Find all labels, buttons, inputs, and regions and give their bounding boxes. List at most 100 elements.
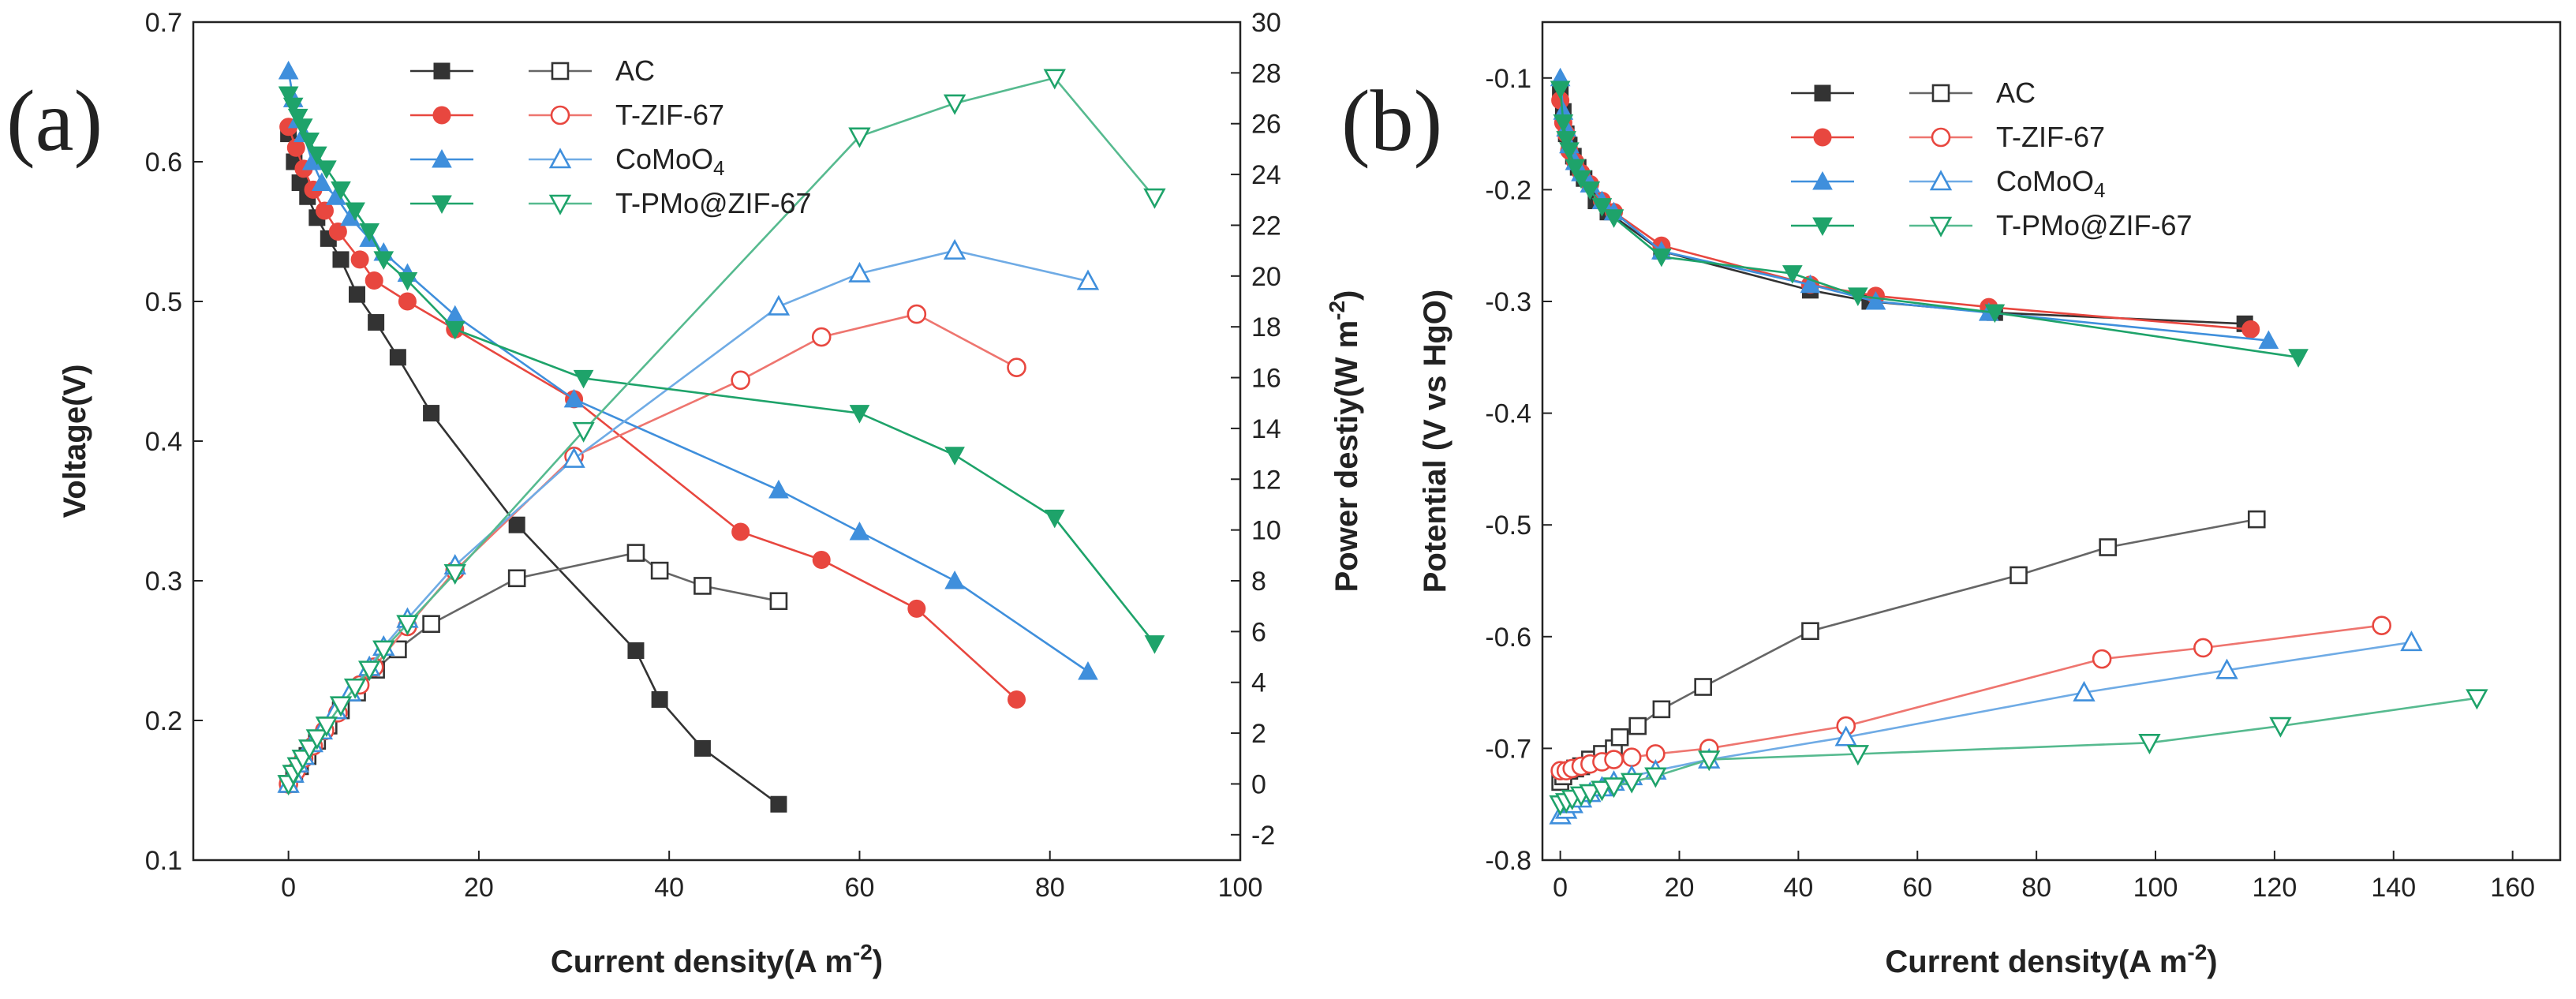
- panel-b-y-tick-label: -0.3: [1485, 287, 1531, 317]
- panel-a-y2-tick-label: -2: [1251, 821, 1275, 851]
- legend-t-pmo-zif-67-text: T-PMo@ZIF-67: [615, 187, 812, 219]
- panel-a-ac-power-point: [650, 561, 669, 580]
- panel-a-y2-tick-label: 26: [1251, 110, 1281, 140]
- panel-a-t-pmo-zif-67-power-point: [943, 94, 966, 115]
- panel-b-t-pmo-zif-67-cathode-point: [2466, 689, 2488, 710]
- panel-b-t-pmo-zif-67-cathode-point: [1698, 750, 1721, 772]
- panel-b-t-zif-67-cathode-point: [1604, 750, 1624, 769]
- legend-ac-filled-marker: [433, 62, 451, 80]
- panel-a-y2-tick-label: 30: [1251, 8, 1281, 38]
- panel-a-t-pmo-zif-67-voltage-point: [282, 97, 304, 117]
- panel-a-t-pmo-zif-67-voltage-point: [444, 320, 465, 340]
- panel-b-t-zif-67-cathode-point: [1621, 747, 1642, 768]
- panel-a-frame: [192, 21, 1242, 862]
- legend-t-pmo-zif-67-open-marker: [548, 194, 572, 215]
- panel-a-t-zif-67-voltage-point: [315, 201, 334, 220]
- panel-a-y2-tick-label: 14: [1251, 414, 1281, 444]
- panel-a-y2-tick-label: 12: [1251, 465, 1281, 495]
- panel-a-t-pmo-zif-67-power-point: [329, 696, 353, 717]
- legend-ac-open-marker: [1931, 84, 1950, 103]
- panel-a-x-tick-label: 40: [654, 873, 684, 903]
- legend-t-zif-67-text: T-ZIF-67: [1996, 121, 2105, 153]
- legend-t-zif-67-open-marker: [1931, 127, 1951, 148]
- panel-b-x-tick-label: 120: [2253, 873, 2297, 903]
- panel-b-comoo-anode-point: [1800, 274, 1821, 294]
- panel-b-ac-cathode-point: [2099, 538, 2117, 556]
- panel-b-comoo-anode-point: [1865, 290, 1886, 310]
- panel-b-t-pmo-zif-67-anode-point: [1550, 80, 1571, 100]
- panel-a-ac-voltage-line: [287, 133, 780, 806]
- legend-comoo-filled-marker: [1812, 170, 1833, 190]
- legend-ac-text: AC: [615, 54, 655, 87]
- panel-a-ac-power-point: [694, 577, 712, 595]
- panel-a-t-pmo-zif-67-power-point: [1043, 69, 1066, 90]
- panel-a-t-zif-67-voltage-point: [350, 250, 369, 269]
- panel-b-t-pmo-zif-67-anode-point: [1556, 131, 1577, 150]
- panel-a-t-pmo-zif-67-voltage-point: [278, 86, 299, 106]
- panel-a-t-zif-67-power-point: [1007, 357, 1026, 377]
- panel-b-frame: [1541, 21, 2562, 862]
- panel-b-comoo-cathode-point: [2215, 658, 2238, 679]
- panel-b-y-tick-label: -0.6: [1485, 623, 1531, 653]
- panel-b-x-tick-label: 160: [2490, 873, 2535, 903]
- panel-a-t-pmo-zif-67-voltage-point: [359, 223, 380, 242]
- legend-ac-filled-marker: [1814, 84, 1831, 102]
- panel-a-t-pmo-zif-67-power-point: [343, 678, 367, 699]
- panel-a-comoo-power-point: [943, 238, 966, 260]
- legend-t-pmo-zif-67-filled-marker: [1812, 217, 1833, 237]
- panel-a-t-zif-67-voltage-point: [328, 223, 347, 241]
- panel-a-comoo-voltage-point: [768, 479, 789, 499]
- panel-a-t-pmo-zif-67-voltage-point: [1044, 509, 1065, 529]
- legend-t-zif-67-text: T-ZIF-67: [615, 99, 724, 131]
- panel-a-t-pmo-zif-67-voltage-point: [292, 118, 313, 137]
- panel-a-comoo-power-point: [563, 447, 585, 468]
- panel-a-comoo-voltage-point: [312, 172, 332, 192]
- panel-a-x-tick-label: 0: [281, 873, 296, 903]
- panel-a-t-pmo-zif-67-power-line: [287, 77, 1156, 785]
- panel-a-ac-voltage-point: [627, 642, 645, 659]
- panel-a-ac-voltage-point: [368, 314, 385, 331]
- panel-a-t-pmo-zif-67-voltage-point: [1144, 635, 1165, 654]
- panel-b-x-axis-title: Current density(A m-2): [1885, 940, 2217, 979]
- panel-b-t-pmo-zif-67-anode-point: [1847, 287, 1868, 306]
- panel-b-x-tick-label: 100: [2133, 873, 2178, 903]
- panel-a-t-pmo-zif-67-voltage-point: [849, 405, 870, 424]
- panel-b-t-zif-67-anode-point: [2241, 320, 2260, 339]
- legend-ac-open-marker: [551, 62, 570, 80]
- panel-a-y2-tick-label: 4: [1251, 668, 1266, 698]
- panel-b-t-pmo-zif-67-cathode-point: [2269, 717, 2292, 738]
- panel-b-ac-cathode-point: [1694, 678, 1712, 696]
- panel-a-comoo-voltage-point: [1078, 661, 1098, 680]
- panel-b-x-tick-label: 140: [2371, 873, 2416, 903]
- panel-a-t-pmo-zif-67-power-point: [297, 739, 321, 761]
- panel-a-y2-axis-title: Power destiy(W m-2): [1325, 290, 1364, 593]
- panel-a-t-pmo-zif-67-power-point: [572, 421, 595, 443]
- panel-a-comoo-power-point: [767, 294, 791, 316]
- panel-b-ac-cathode-point: [1628, 717, 1647, 735]
- panel-b-t-pmo-zif-67-cathode-point: [2138, 734, 2161, 755]
- panel-b-t-pmo-zif-67-anode-point: [1565, 159, 1586, 178]
- panel-a-t-pmo-zif-67-voltage-point: [331, 181, 351, 200]
- panel-a-t-zif-67-power-line: [287, 312, 1018, 785]
- panel-b-comoo-cathode-point: [2400, 630, 2423, 652]
- panel-b-t-zif-67-cathode-point: [2193, 638, 2213, 658]
- panel-b-t-zif-67-cathode-point: [2372, 615, 2391, 635]
- panel-b-x-tick-label: 60: [1902, 873, 1932, 903]
- panel-a-y2-tick-label: 2: [1251, 719, 1266, 749]
- panel-a-x-tick-label: 80: [1035, 873, 1065, 903]
- panel-b-y-axis-title: Potential (V vs HgO): [1418, 290, 1453, 593]
- panel-a-x-tick-label: 60: [845, 873, 875, 903]
- panel-a-y2-tick-label: 20: [1251, 262, 1281, 292]
- panel-a-t-pmo-zif-67-power-point: [315, 717, 338, 738]
- panel-b-y-tick-label: -0.7: [1485, 734, 1531, 764]
- panel-a-t-zif-67-voltage-point: [398, 292, 417, 311]
- panel-b-x-tick-label: 40: [1783, 873, 1813, 903]
- panel-a-t-pmo-zif-67-power-point: [396, 615, 419, 636]
- legend-comoo-text: CoMoO4: [1996, 165, 2106, 202]
- panel-b-t-zif-67-cathode-point: [2092, 649, 2112, 669]
- panel-a-x-tick-label: 100: [1218, 873, 1263, 903]
- panel-b-t-pmo-zif-67-anode-point: [1559, 142, 1580, 161]
- legend-t-zif-67-open-marker: [550, 105, 570, 125]
- panel-b-t-pmo-zif-67-anode-point: [1603, 209, 1624, 228]
- panel-a-t-pmo-zif-67-voltage-point: [287, 108, 308, 128]
